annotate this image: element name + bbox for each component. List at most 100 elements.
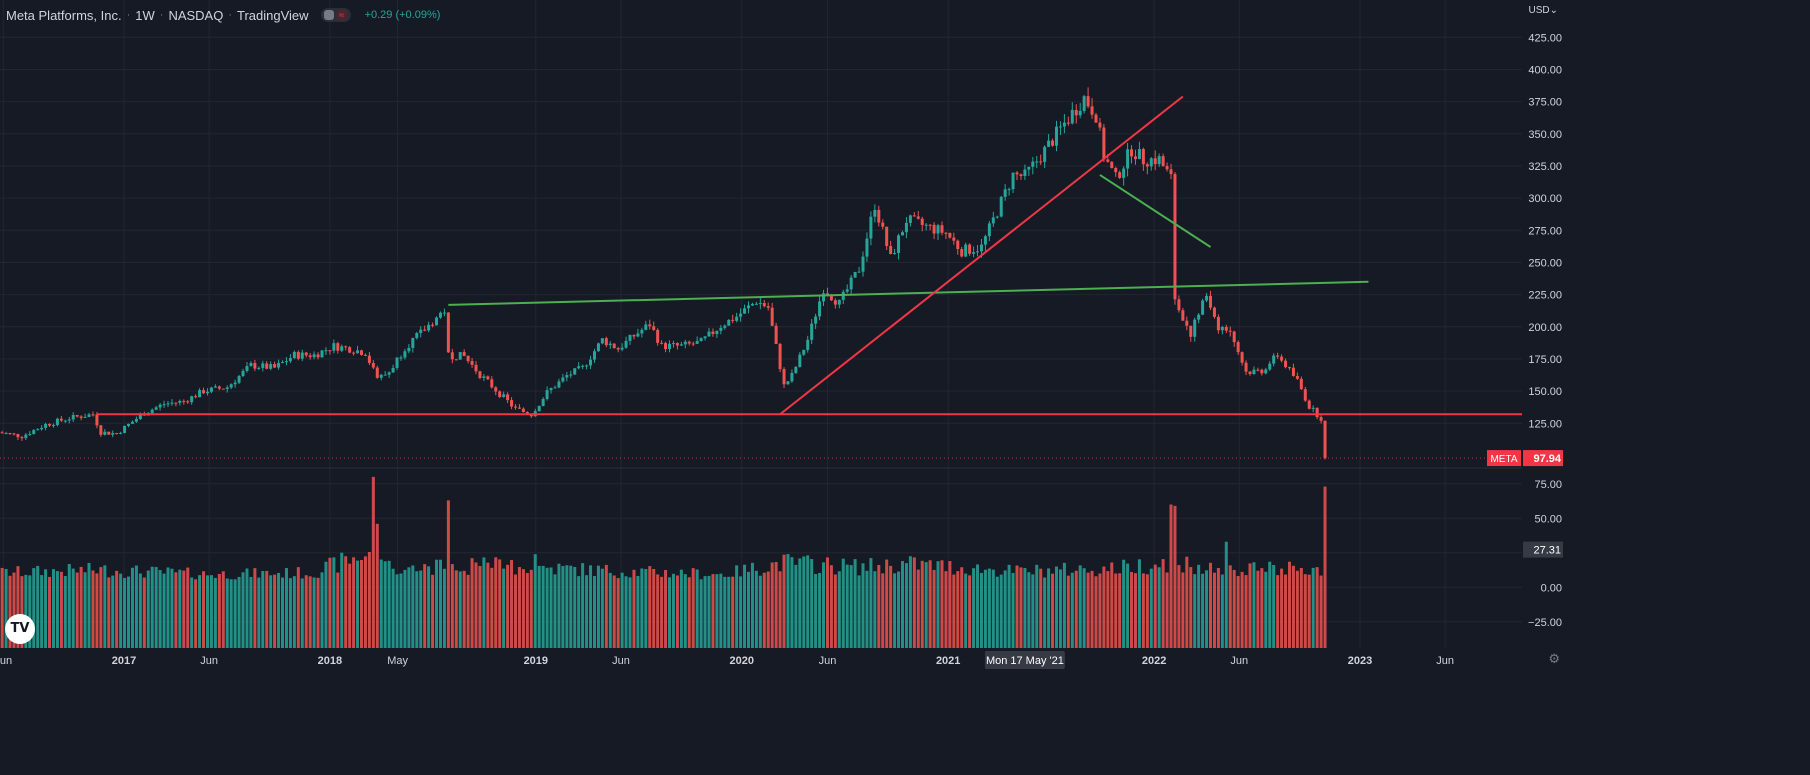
gear-icon[interactable]: ⚙ (1548, 651, 1560, 666)
volume-bar (91, 570, 95, 648)
volume-bar (968, 575, 972, 648)
volume-bar (1173, 505, 1177, 648)
candle-body (99, 425, 103, 435)
time-tick-label: Jun (1436, 655, 1454, 667)
candle-body (1252, 369, 1256, 374)
candle-body (336, 343, 340, 351)
candle-body (679, 344, 683, 346)
symbol-name[interactable]: Meta Platforms, Inc. (6, 7, 122, 23)
currency-selector[interactable]: USD⌄ (1528, 5, 1558, 16)
candle-body (63, 420, 67, 422)
source-label: TradingView (237, 7, 309, 23)
candle-body (1307, 400, 1311, 409)
candle-body (1110, 161, 1114, 168)
volume-bar (1319, 575, 1323, 648)
candle-body (1236, 342, 1240, 353)
volume-bar (1023, 568, 1027, 648)
crosshair-date-marker (984, 651, 1065, 669)
volume-bar (87, 562, 91, 648)
visibility-toggle[interactable]: ≈ (320, 8, 351, 22)
volume-bar (474, 562, 478, 648)
volume-bar (67, 564, 71, 648)
volume-bar (154, 567, 158, 648)
candle-body (237, 376, 241, 383)
candle-body (498, 391, 502, 397)
volume-bar (1074, 570, 1078, 648)
volume-bar (1062, 562, 1066, 648)
candle-body (229, 384, 233, 388)
volume-bar (1232, 569, 1236, 648)
candle-body (257, 367, 261, 369)
candle-body (833, 300, 837, 305)
volume-bar (612, 575, 616, 648)
candle-body (660, 342, 664, 344)
candle-body (648, 324, 652, 327)
candle-body (1260, 369, 1264, 374)
candle-body (782, 369, 786, 385)
volume-bar (4, 569, 8, 648)
volume-bar (281, 577, 285, 648)
price-chart[interactable]: 125.00 150.00 175.00 200.00 225.00 250.00 275.… (0, 0, 1568, 671)
volume-bar (920, 560, 924, 648)
volume-bar (1122, 559, 1126, 648)
volume-bar (1228, 565, 1232, 648)
candle-body (699, 338, 703, 342)
volume-bar (237, 576, 241, 648)
volume-bar (881, 573, 885, 648)
candle-body (1039, 161, 1043, 163)
volume-bar (731, 576, 735, 648)
volume-bar (1323, 486, 1327, 648)
volume-bar (1035, 564, 1039, 648)
volume-value-label: 27.31 (1533, 545, 1561, 557)
candle-body (549, 388, 553, 391)
volume-bar (944, 571, 948, 648)
volume-bar (1177, 565, 1181, 648)
volume-bar (387, 560, 391, 648)
volume-bar (20, 576, 24, 648)
candle-body (1031, 161, 1035, 167)
volume-bar (581, 563, 585, 648)
volume-bar (423, 564, 427, 648)
volume-bar (466, 574, 470, 648)
trendlines[interactable] (96, 95, 1522, 416)
volume-bar (1272, 564, 1276, 648)
candle-body (668, 343, 672, 350)
volume-bar (115, 570, 119, 648)
candle-body (758, 303, 762, 305)
candle-body (521, 408, 525, 413)
interval-label[interactable]: 1W (135, 7, 155, 23)
volume-bar (462, 570, 466, 648)
candle-body (1189, 325, 1193, 337)
candle-body (735, 316, 739, 321)
volume-bar (12, 572, 16, 648)
volume-bar (679, 569, 683, 648)
tradingview-logo[interactable]: TV (5, 614, 35, 644)
volume-bar (371, 476, 375, 648)
candle-body (750, 303, 754, 306)
volume-bar (517, 567, 521, 648)
volume-bar (32, 568, 36, 648)
volume-bar (762, 572, 766, 648)
candle-body (810, 323, 814, 340)
volume-bar (711, 574, 715, 648)
volume-bar (63, 576, 67, 648)
volume-bar (379, 559, 383, 648)
volume-bar (845, 564, 849, 648)
candle-body (620, 347, 624, 350)
time-axis[interactable]: Jun 2017 Jun 2018 May 2019 Jun 2020 Jun 2021 2022 J… (0, 655, 1454, 667)
candle-body (932, 224, 936, 234)
candle-body (12, 433, 16, 435)
time-tick-label: 2017 (112, 655, 136, 667)
candle-body (1295, 376, 1299, 379)
candle-body (474, 364, 478, 372)
candle-body (395, 357, 399, 368)
volume-bar (1133, 573, 1137, 648)
candle-body (897, 235, 901, 253)
candle-body (727, 319, 731, 326)
price-axis[interactable]: 125.00 150.00 175.00 200.00 225.00 250.00 275.… (1528, 32, 1562, 628)
volume-bar (616, 578, 620, 648)
candle-body (375, 367, 379, 378)
volume-bar (893, 573, 897, 648)
candle-body (328, 350, 332, 352)
candle-body (596, 343, 600, 352)
